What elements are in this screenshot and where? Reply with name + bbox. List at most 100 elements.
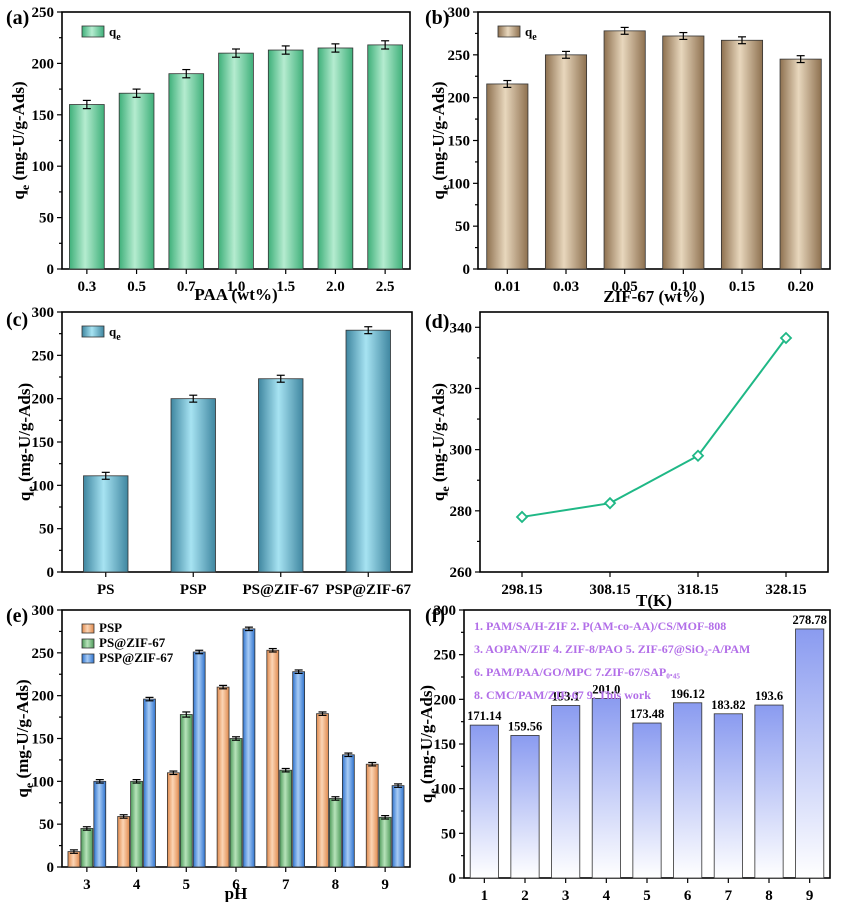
data-label: 193.1 bbox=[552, 689, 580, 703]
bar bbox=[486, 83, 529, 270]
legend-label: qe bbox=[109, 324, 121, 343]
x-tick-label: 4 bbox=[603, 888, 611, 902]
y-tick-label: 260 bbox=[450, 565, 473, 581]
data-point bbox=[691, 449, 705, 463]
y-tick-label: 50 bbox=[455, 219, 470, 235]
bar bbox=[179, 714, 193, 868]
y-tick-label: 300 bbox=[450, 443, 473, 459]
bar bbox=[378, 816, 392, 868]
x-tick-label: 0.05 bbox=[612, 279, 638, 295]
x-tick-label: 0.03 bbox=[553, 279, 579, 295]
panel-label: (d) bbox=[425, 311, 449, 333]
y-tick-label: 200 bbox=[32, 56, 55, 72]
data-label: 201.0 bbox=[592, 682, 620, 696]
y-tick-label: 250 bbox=[434, 648, 457, 664]
legend-label: PS@ZIF-67 bbox=[99, 635, 166, 650]
y-tick-label: 100 bbox=[448, 176, 471, 192]
data-label: 171.14 bbox=[467, 709, 502, 723]
x-tick-label: 6 bbox=[232, 877, 240, 893]
bar bbox=[591, 698, 621, 879]
legend-swatch bbox=[81, 25, 105, 38]
bar bbox=[292, 671, 306, 868]
y-tick-label: 200 bbox=[448, 91, 471, 107]
plot-frame bbox=[477, 11, 831, 270]
bar bbox=[117, 816, 131, 868]
y-tick-label: 340 bbox=[450, 320, 473, 336]
bar bbox=[229, 738, 243, 868]
y-tick-label: 300 bbox=[448, 5, 471, 21]
y-tick-label: 250 bbox=[32, 646, 55, 662]
legend-label: qe bbox=[525, 24, 537, 43]
bar bbox=[216, 686, 230, 868]
x-tick-label: 0.3 bbox=[77, 279, 96, 295]
panel-label: (c) bbox=[6, 309, 28, 331]
x-tick-label: 318.15 bbox=[677, 582, 718, 598]
bar bbox=[279, 769, 293, 868]
bar bbox=[632, 722, 662, 879]
y-tick-label: 100 bbox=[32, 478, 55, 494]
legend-note: 6. PAM/PAA/GO/MPC 7.ZIF-67/SAP₀.₄₅ bbox=[474, 665, 680, 679]
x-tick-label: PSP@ZIF-67 bbox=[325, 582, 411, 598]
bar bbox=[267, 49, 304, 270]
bar bbox=[341, 754, 355, 868]
bar bbox=[168, 73, 205, 270]
x-axis-title: PAA (wt%) bbox=[194, 285, 277, 304]
y-axis-title: qe (mg-U/g-Ads) bbox=[417, 685, 440, 803]
panel-d-chart: (d) 260 280 300 320 340 qe (mg-U/g-Ads) T(K) 298… bbox=[425, 311, 829, 610]
bar bbox=[551, 705, 581, 879]
bar bbox=[391, 785, 405, 868]
panel-label: (a) bbox=[6, 7, 29, 29]
bar bbox=[345, 329, 391, 573]
legend-note: 3. AOPAN/ZIF 4. ZIF-8/PAO 5. ZIF-67@SiO₂… bbox=[474, 642, 750, 656]
bar bbox=[118, 92, 155, 270]
y-tick-label: 200 bbox=[32, 689, 55, 705]
y-tick-label: 100 bbox=[434, 782, 457, 798]
panel-a-chart: (a) 0 50 100 150 200 250 qe (mg-U/g-Ads) PAA (wt… bbox=[6, 5, 411, 304]
y-tick-label: 250 bbox=[32, 348, 55, 364]
x-tick-label: 1 bbox=[481, 888, 489, 902]
y-axis-title: qe (mg-U/g-Ads) bbox=[429, 383, 452, 501]
y-axis-title: qe (mg-U/g-Ads) bbox=[9, 81, 32, 199]
y-axis-title: qe (mg-U/g-Ads) bbox=[13, 679, 36, 797]
x-axis-title: T(K) bbox=[636, 591, 672, 610]
x-tick-label: 0.15 bbox=[729, 279, 755, 295]
y-tick-label: 0 bbox=[47, 565, 55, 581]
bar bbox=[166, 772, 180, 868]
bar bbox=[143, 698, 156, 868]
data-label: 193.6 bbox=[755, 689, 783, 703]
x-tick-label: 3 bbox=[562, 888, 570, 902]
x-tick-label: 328.15 bbox=[765, 582, 806, 598]
bar bbox=[316, 713, 329, 868]
legend-swatch bbox=[81, 653, 95, 664]
plot-frame bbox=[479, 311, 829, 573]
x-tick-label: 298.15 bbox=[501, 582, 542, 598]
x-tick-label: 8 bbox=[332, 877, 340, 893]
panel-label: (b) bbox=[425, 7, 449, 29]
x-tick-label: 0.20 bbox=[788, 279, 814, 295]
data-point bbox=[603, 496, 617, 510]
bar bbox=[673, 702, 703, 879]
panel-label: (f) bbox=[425, 605, 445, 627]
data-label: 278.78 bbox=[792, 613, 826, 627]
panel-e-chart: (e) 0 50 100 150 200 250 300 qe (mg-U/g-Ads) pH 3 4… bbox=[6, 603, 411, 902]
legend-swatch bbox=[81, 638, 95, 649]
x-tick-label: 2 bbox=[521, 888, 529, 902]
x-axis-title: ZIF-67 (wt%) bbox=[603, 287, 705, 306]
x-tick-label: 5 bbox=[183, 877, 191, 893]
y-tick-label: 300 bbox=[434, 603, 457, 619]
data-label: 159.56 bbox=[508, 719, 542, 733]
data-label: 173.48 bbox=[630, 707, 664, 721]
x-tick-label: 3 bbox=[83, 877, 91, 893]
series-line bbox=[521, 337, 787, 518]
y-tick-label: 250 bbox=[448, 48, 471, 64]
bar bbox=[83, 475, 129, 573]
x-tick-label: 1.5 bbox=[276, 279, 295, 295]
bar bbox=[317, 47, 354, 270]
bar bbox=[80, 828, 94, 868]
bar bbox=[713, 713, 743, 879]
bar bbox=[754, 704, 784, 879]
x-tick-label: 7 bbox=[725, 888, 733, 902]
bar bbox=[720, 39, 764, 270]
bar bbox=[93, 780, 107, 868]
bar bbox=[365, 763, 379, 868]
